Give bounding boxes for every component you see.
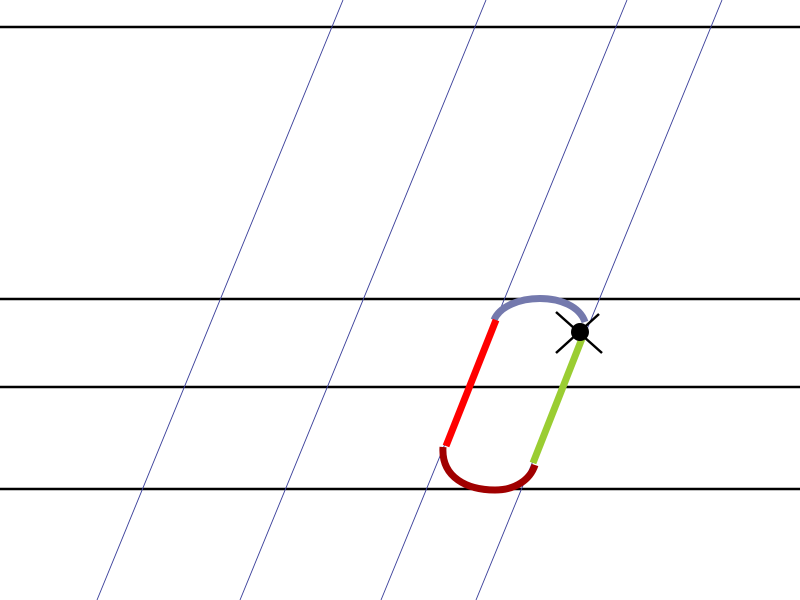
stroke-right — [529, 334, 587, 465]
stroke-top-arc — [490, 295, 589, 324]
slant-line — [380, 0, 628, 600]
start-marker — [555, 311, 603, 354]
slant-line — [96, 0, 344, 600]
stroke-left — [442, 318, 500, 448]
slant-line — [475, 0, 723, 600]
stroke-bottom-arc — [439, 446, 539, 494]
ruled-lines — [0, 25, 800, 491]
marker-dot — [571, 323, 589, 341]
slant-line — [239, 0, 487, 600]
letter-guide — [439, 295, 589, 494]
slant-lines — [96, 0, 723, 600]
